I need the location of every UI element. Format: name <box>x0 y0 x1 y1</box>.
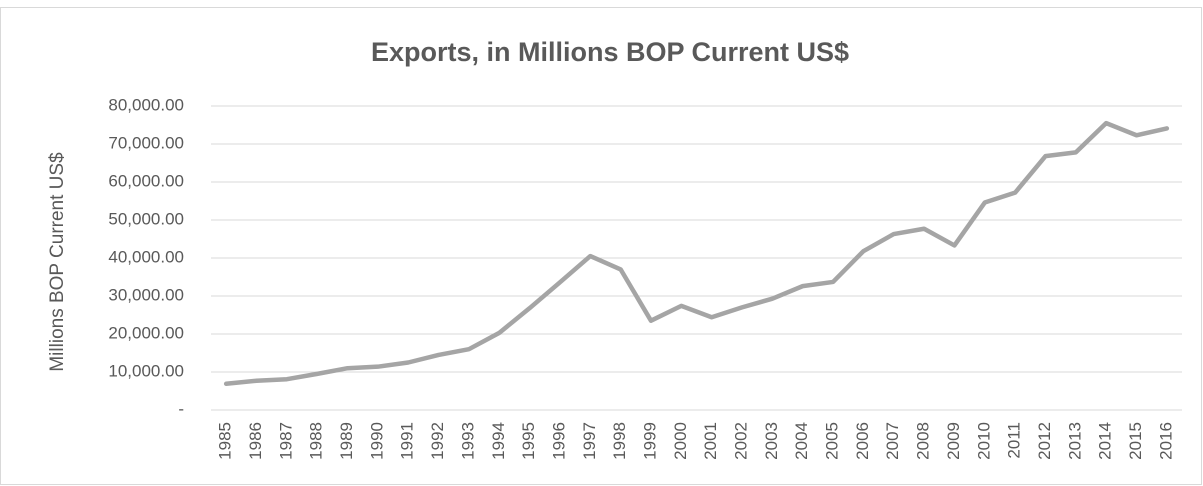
x-tick-label: 1992 <box>428 422 447 460</box>
x-tick-label: 1999 <box>640 422 659 460</box>
x-tick-label: 2000 <box>671 422 690 460</box>
x-tick-label: 1997 <box>580 422 599 460</box>
x-tick-label: 2016 <box>1156 422 1175 460</box>
x-tick-label: 2006 <box>853 422 872 460</box>
x-tick-label: 1986 <box>246 422 265 460</box>
x-tick-label: 2001 <box>701 422 720 460</box>
x-tick-label: 2013 <box>1065 422 1084 460</box>
x-tick-label: 1985 <box>216 422 235 460</box>
x-tick-label: 2015 <box>1126 422 1145 460</box>
x-tick-label: 1995 <box>519 422 538 460</box>
x-tick-label: 1988 <box>307 422 326 460</box>
x-tick-label: 1996 <box>549 422 568 460</box>
x-tick-label: 1998 <box>610 422 629 460</box>
x-tick-label: 2007 <box>883 422 902 460</box>
x-tick-label: 2008 <box>914 422 933 460</box>
y-axis-label: Millions BOP Current US$ <box>47 152 68 372</box>
x-tick-label: 2004 <box>792 422 811 460</box>
x-tick-label: 1987 <box>276 422 295 460</box>
x-tick-label: 2011 <box>1005 422 1024 459</box>
x-tick-label: 1993 <box>458 422 477 460</box>
data-line <box>223 120 1170 387</box>
x-tick-label: 2012 <box>1035 422 1054 460</box>
x-tick-label: 2002 <box>732 422 751 460</box>
y-tick-label: 10,000.00 <box>108 361 184 380</box>
x-tick-label: 2010 <box>974 422 993 460</box>
y-tick-label: 70,000.00 <box>108 133 184 152</box>
x-tick-label: 2005 <box>823 422 842 460</box>
x-tick-label: 2009 <box>944 422 963 460</box>
chart-title: Exports, in Millions BOP Current US$ <box>371 37 849 67</box>
x-tick-label: 1994 <box>489 422 508 460</box>
y-tick-label: 30,000.00 <box>108 285 184 304</box>
y-tick-label: 50,000.00 <box>108 209 184 228</box>
x-tick-label: 1990 <box>367 422 386 460</box>
x-tick-label: 1991 <box>398 422 417 460</box>
y-tick-label: 20,000.00 <box>108 323 184 342</box>
y-tick-label: 40,000.00 <box>108 247 184 266</box>
y-tick-label: - <box>178 399 184 418</box>
y-tick-label: 60,000.00 <box>108 171 184 190</box>
x-tick-label: 2014 <box>1096 422 1115 460</box>
x-tick-label: 2003 <box>762 422 781 460</box>
chart-border <box>0 7 1202 485</box>
y-tick-label: 80,000.00 <box>108 95 184 114</box>
x-tick-label: 1989 <box>337 422 356 460</box>
